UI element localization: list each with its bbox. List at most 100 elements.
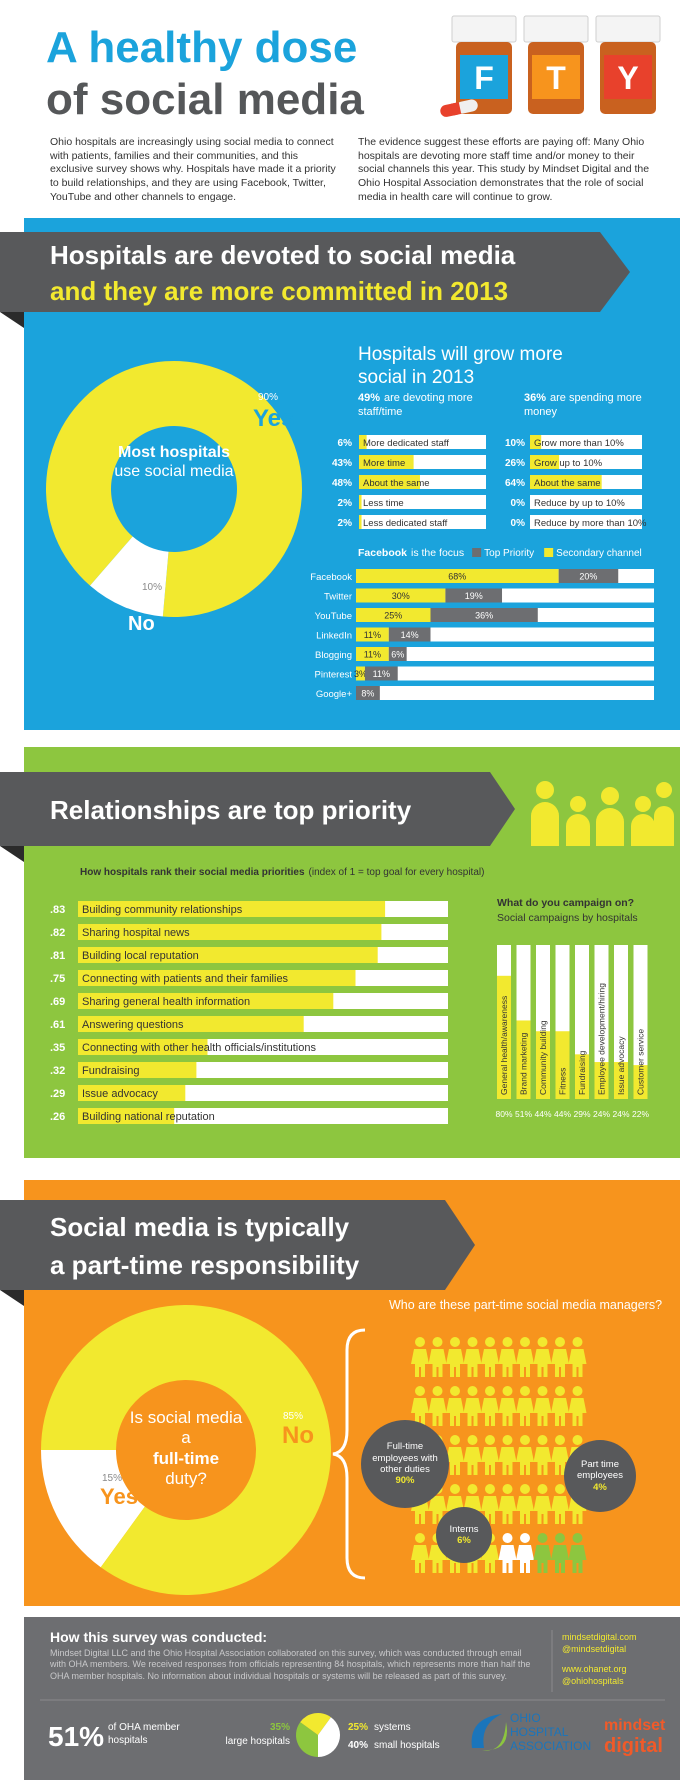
- category-label: YouTube: [315, 611, 352, 622]
- value-label: 25%: [348, 1722, 368, 1733]
- category-label: Connecting with other health officials/i…: [82, 1042, 316, 1054]
- chart-title-part: 49%: [358, 392, 381, 404]
- person-icon: [516, 1337, 534, 1377]
- bar: [78, 1108, 175, 1124]
- category-label: Brand marketing: [519, 1032, 529, 1095]
- person-icon: [481, 1386, 499, 1426]
- person-icon: [498, 1337, 517, 1377]
- bar-segment: [356, 608, 431, 622]
- chart-title-part: 36%: [524, 392, 547, 404]
- category-label: LinkedIn: [316, 631, 352, 642]
- value-label: 90%: [258, 392, 278, 403]
- person-icon: [463, 1386, 482, 1426]
- person-icon: [446, 1386, 464, 1426]
- person-icon: [446, 1435, 464, 1475]
- callout-bubble: [361, 1420, 449, 1508]
- category-label: Sharing hospital news: [82, 927, 190, 939]
- category-label: Sharing general health information: [82, 996, 250, 1008]
- chart-subtitle: (index of 1 = top goal for every hospita…: [308, 867, 485, 878]
- callout-label: Part time employees: [577, 1458, 623, 1482]
- person-icon: [498, 1386, 517, 1426]
- bar: [78, 1016, 304, 1032]
- value-label: 2%: [338, 518, 353, 529]
- value-label: 80%: [495, 1109, 512, 1119]
- bar: [633, 1065, 648, 1099]
- person-icon: [411, 1386, 429, 1426]
- bar: [359, 435, 367, 449]
- callout-label: Full-time employees with other duties: [372, 1441, 438, 1475]
- chart-title: How hospitals rank their social media pr…: [80, 867, 305, 878]
- title: A healthy dose: [46, 23, 357, 72]
- value-label: .29: [50, 1088, 65, 1100]
- category-label: Grow more than 10%: [534, 438, 624, 449]
- legend-label: Top Priority: [484, 548, 534, 559]
- value-label: 14%: [401, 630, 419, 640]
- category-label: Issue advocacy: [616, 1036, 626, 1095]
- bar: [497, 975, 511, 1099]
- person-icon: [463, 1435, 482, 1475]
- person-icon: [568, 1386, 587, 1426]
- mindset-logo-text: digital: [604, 1735, 663, 1757]
- value-label: 6%: [391, 650, 404, 660]
- legend-swatch: [544, 548, 554, 557]
- value-label: 85%: [283, 1411, 303, 1422]
- callout: Interns 6%: [440, 1507, 488, 1563]
- slice: [318, 1717, 340, 1757]
- center-label-part: duty?: [165, 1469, 207, 1489]
- person-icon: [481, 1533, 499, 1573]
- value-label: 19%: [465, 591, 483, 601]
- bar: [530, 475, 602, 489]
- category-label: About the same: [534, 478, 601, 489]
- category-label: More dedicated staff: [363, 438, 449, 449]
- bar: [516, 1020, 531, 1099]
- person-icon: [533, 1484, 552, 1524]
- value-label: .81: [50, 950, 65, 962]
- category-label: No: [128, 613, 155, 635]
- bar: [359, 455, 414, 469]
- category-label: Pinterest: [315, 670, 353, 681]
- person-icon: [551, 1435, 569, 1475]
- center-label-part: Is social media a: [129, 1408, 243, 1448]
- bottle-letter: T: [546, 60, 566, 96]
- callout-bubble: [436, 1507, 492, 1563]
- bar-segment: [364, 666, 398, 681]
- person-icon: [481, 1337, 499, 1377]
- category-label: Fitness: [558, 1068, 568, 1095]
- category-label: Building national reputation: [82, 1111, 215, 1123]
- bar-track: [359, 495, 486, 509]
- value-label: 68%: [448, 572, 466, 582]
- category-label: Facebook: [310, 572, 352, 583]
- category-label: Building local reputation: [82, 950, 199, 962]
- chart-title: Facebook is the focus: [358, 547, 464, 559]
- section-heading: a part-time responsibility: [50, 1250, 360, 1280]
- category-label: More time: [363, 458, 405, 469]
- bar-segment: [388, 627, 431, 642]
- callout-value: 90%: [395, 1475, 415, 1487]
- value-label: 20%: [579, 572, 597, 582]
- category-label: Employee development/hiring: [597, 983, 607, 1095]
- person-icon: [428, 1484, 447, 1524]
- value-label: 40%: [348, 1740, 368, 1751]
- bar-track: [359, 515, 486, 529]
- value-label: 0%: [511, 498, 526, 509]
- footer-text: Mindset Digital LLC and the Ohio Hospita…: [50, 1648, 531, 1681]
- value-label: 3%: [354, 669, 367, 679]
- person-icon: [498, 1435, 517, 1475]
- category-label: Grow up to 10%: [534, 458, 603, 469]
- bar: [555, 1031, 570, 1099]
- value-label: .75: [50, 973, 65, 985]
- person-icon: [516, 1533, 534, 1573]
- person-icon: [428, 1386, 447, 1426]
- person-icon: [568, 1533, 587, 1573]
- slice: [90, 536, 169, 617]
- section-subheading: Who are these part-time social media man…: [389, 1298, 663, 1312]
- bar: [575, 1054, 589, 1099]
- bar: [614, 1062, 628, 1099]
- center-label-part: full-time: [152, 1448, 220, 1468]
- value-label: 15%: [102, 1473, 122, 1484]
- value-label: 2%: [338, 498, 353, 509]
- value-label: 11%: [364, 630, 381, 640]
- legend-swatch: [472, 548, 482, 557]
- value-label: 30%: [392, 591, 410, 601]
